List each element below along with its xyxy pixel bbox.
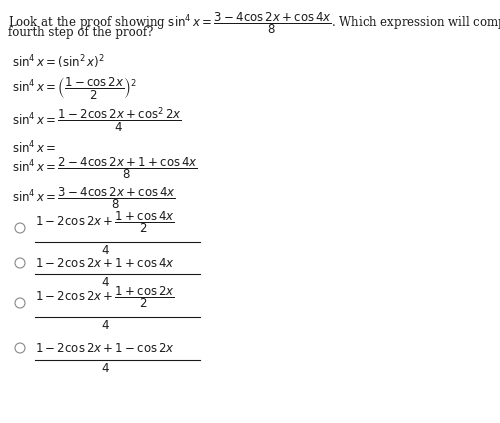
Text: $4$: $4$ [100, 362, 110, 374]
Text: $4$: $4$ [100, 319, 110, 332]
Text: $\sin^4 x =$: $\sin^4 x =$ [12, 140, 56, 157]
Text: $\sin^4 x = \dfrac{1 - 2\cos 2x + \cos^2 2x}{4}$: $\sin^4 x = \dfrac{1 - 2\cos 2x + \cos^2… [12, 105, 181, 135]
Text: $1 - 2\cos 2x + 1 - \cos 2x$: $1 - 2\cos 2x + 1 - \cos 2x$ [35, 341, 175, 354]
Text: $4$: $4$ [100, 275, 110, 288]
Text: fourth step of the proof?: fourth step of the proof? [8, 26, 154, 39]
Text: Look at the proof showing $\sin^4 x = \dfrac{3-4\cos 2x + \cos 4x}{8}$. Which ex: Look at the proof showing $\sin^4 x = \d… [8, 10, 500, 36]
Text: $1 - 2\cos 2x + \dfrac{1+\cos 4x}{2}$: $1 - 2\cos 2x + \dfrac{1+\cos 4x}{2}$ [35, 209, 175, 235]
Text: $\sin^4 x = \left(\sin^2 x\right)^2$: $\sin^4 x = \left(\sin^2 x\right)^2$ [12, 53, 105, 71]
Text: $4$: $4$ [100, 244, 110, 256]
Text: $1 - 2\cos 2x + 1 + \cos 4x$: $1 - 2\cos 2x + 1 + \cos 4x$ [35, 256, 175, 269]
Text: $1 - 2\cos 2x + \dfrac{1+\cos 2x}{2}$: $1 - 2\cos 2x + \dfrac{1+\cos 2x}{2}$ [35, 284, 175, 310]
Text: $\sin^4 x = \left(\dfrac{1-\cos 2x}{2}\right)^2$: $\sin^4 x = \left(\dfrac{1-\cos 2x}{2}\r… [12, 75, 137, 101]
Text: $\sin^4 x = \dfrac{2 - 4\cos 2x + 1 + \cos 4x}{8}$: $\sin^4 x = \dfrac{2 - 4\cos 2x + 1 + \c… [12, 155, 198, 181]
Text: $\sin^4 x = \dfrac{3 - 4\cos 2x + \cos 4x}{8}$: $\sin^4 x = \dfrac{3 - 4\cos 2x + \cos 4… [12, 185, 176, 211]
